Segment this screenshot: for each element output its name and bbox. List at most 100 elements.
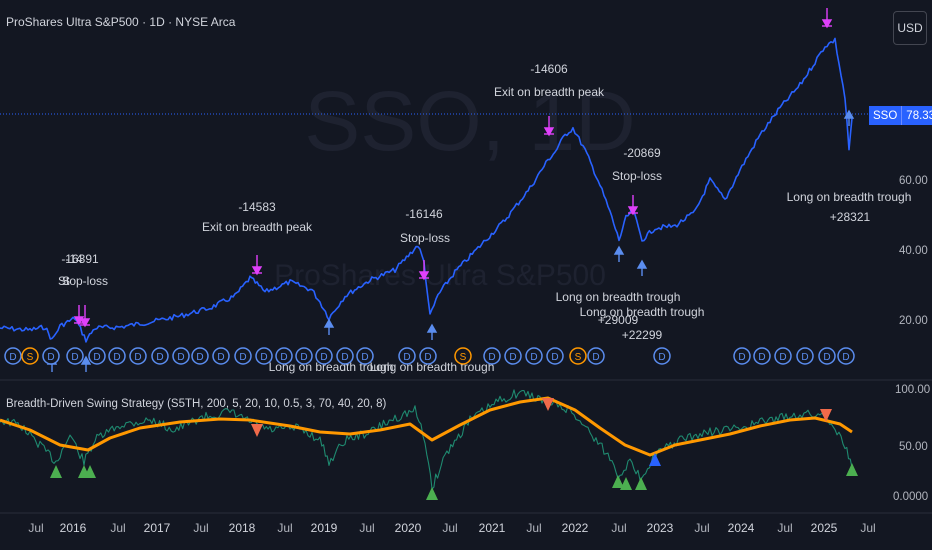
entry-triangle-blue: [649, 453, 661, 466]
split-marker[interactable]: S: [569, 347, 587, 365]
time-axis-label: Jul: [277, 521, 292, 535]
svg-text:D: D: [239, 352, 246, 363]
currency-button[interactable]: USD: [893, 11, 927, 45]
entry-arrow: [426, 323, 438, 340]
trade-reason-label: Stop-loss: [400, 231, 450, 245]
entry-arrow: [636, 259, 648, 276]
dividend-marker[interactable]: D: [733, 347, 751, 365]
sell-triangle: [542, 398, 554, 411]
entry-arrow: [613, 245, 625, 262]
breadth-line: [0, 389, 853, 490]
svg-text:D: D: [779, 352, 786, 363]
dividend-marker[interactable]: D: [774, 347, 792, 365]
svg-text:D: D: [341, 352, 348, 363]
breadth-peak-signals: [251, 398, 832, 437]
dividend-marker[interactable]: D: [336, 347, 354, 365]
dividend-marker[interactable]: D: [796, 347, 814, 365]
dividend-marker[interactable]: D: [42, 347, 60, 365]
dividend-marker[interactable]: D: [419, 347, 437, 365]
dividend-marker[interactable]: D: [108, 347, 126, 365]
buy-triangle: [612, 475, 624, 488]
dividend-marker[interactable]: D: [234, 347, 252, 365]
dividend-marker[interactable]: D: [504, 347, 522, 365]
svg-text:D: D: [134, 352, 141, 363]
svg-text:D: D: [320, 352, 327, 363]
svg-text:D: D: [509, 352, 516, 363]
buy-triangle: [620, 477, 632, 490]
dividend-marker[interactable]: D: [88, 347, 106, 365]
svg-text:D: D: [801, 352, 808, 363]
svg-text:D: D: [156, 352, 163, 363]
trade-pnl-label: -16391: [61, 252, 99, 266]
trade-reason-label: Stop-loss: [58, 274, 108, 288]
dividend-marker[interactable]: D: [483, 347, 501, 365]
dividend-marker[interactable]: D: [255, 347, 273, 365]
last-price-tag: SSO 78.33: [869, 106, 932, 125]
svg-text:D: D: [758, 352, 765, 363]
time-axis-label: Jul: [193, 521, 208, 535]
time-axis-label: 2018: [229, 521, 256, 535]
time-axis: Jul 2016 Jul 2017 Jul 2018 Jul 2019 Jul 2020 Jul 20…: [28, 521, 875, 535]
dividend-marker[interactable]: D: [295, 347, 313, 365]
trade-pnl-label: -20869: [623, 146, 661, 160]
entry-arrow: [843, 109, 855, 126]
trade-reason-label: Stop-loss: [612, 169, 662, 183]
time-axis-label: 2019: [311, 521, 338, 535]
dividend-marker[interactable]: D: [212, 347, 230, 365]
svg-text:D: D: [738, 352, 745, 363]
sell-triangle: [251, 424, 263, 437]
dividend-marker[interactable]: D: [129, 347, 147, 365]
dividend-marker[interactable]: D: [191, 347, 209, 365]
svg-text:S: S: [460, 352, 467, 363]
symbol-title[interactable]: ProShares Ultra S&P500 · 1D · NYSE Arca: [6, 15, 236, 29]
watermark-symbol: SSO, 1D: [304, 74, 635, 168]
dividend-marker[interactable]: D: [653, 347, 671, 365]
buy-triangle: [635, 477, 647, 490]
indicator-title[interactable]: Breadth-Driven Swing Strategy (S5TH, 200…: [6, 398, 387, 410]
exit-arrow: [627, 195, 639, 216]
dividend-marker[interactable]: D: [315, 347, 333, 365]
dividend-marker[interactable]: D: [818, 347, 836, 365]
svg-text:D: D: [260, 352, 267, 363]
time-axis-label: Jul: [611, 521, 626, 535]
dividend-marker[interactable]: D: [151, 347, 169, 365]
dividend-marker[interactable]: D: [398, 347, 416, 365]
dividend-marker[interactable]: D: [356, 347, 374, 365]
time-axis-label: 2016: [60, 521, 87, 535]
dividend-marker[interactable]: D: [546, 347, 564, 365]
svg-text:D: D: [551, 352, 558, 363]
price-line: [0, 37, 853, 343]
last-price-symbol: SSO: [869, 106, 903, 125]
entry-arrow: [323, 318, 335, 335]
dividend-marker[interactable]: D: [275, 347, 293, 365]
trade-pnl-label: +28321: [830, 210, 871, 224]
dividend-marker[interactable]: D: [837, 347, 855, 365]
svg-text:D: D: [842, 352, 849, 363]
trade-pnl-label: -14606: [530, 62, 568, 76]
dividend-marker[interactable]: D: [172, 347, 190, 365]
time-axis-label: Jul: [526, 521, 541, 535]
dividend-marker[interactable]: D: [4, 347, 22, 365]
indicator-tick: 0.0000: [893, 491, 928, 503]
time-axis-label: 2021: [479, 521, 506, 535]
dividend-marker[interactable]: D: [753, 347, 771, 365]
buy-triangle: [846, 463, 858, 476]
svg-text:D: D: [403, 352, 410, 363]
svg-text:S: S: [575, 352, 582, 363]
split-marker[interactable]: S: [21, 347, 39, 365]
time-axis-label: Jul: [442, 521, 457, 535]
time-axis-label: Jul: [694, 521, 709, 535]
trade-entry-label: Long on breadth trough: [556, 290, 681, 304]
svg-text:D: D: [361, 352, 368, 363]
svg-text:D: D: [196, 352, 203, 363]
dividend-marker[interactable]: D: [525, 347, 543, 365]
time-axis-label: Jul: [777, 521, 792, 535]
dividend-marker[interactable]: D: [587, 347, 605, 365]
exit-arrow: [79, 305, 91, 328]
dividend-marker[interactable]: D: [66, 347, 84, 365]
split-marker[interactable]: S: [454, 347, 472, 365]
exit-arrow: [418, 260, 430, 281]
time-axis-label: 2025: [811, 521, 838, 535]
